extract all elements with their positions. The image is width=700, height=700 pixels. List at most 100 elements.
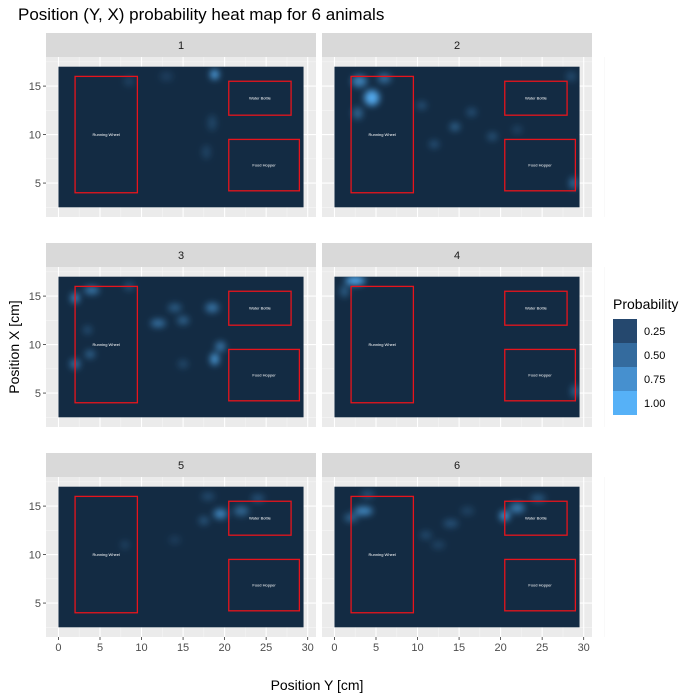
density-hotspot — [202, 145, 211, 159]
density-hotspot — [354, 506, 373, 516]
heat-field — [334, 486, 580, 628]
x-tick-label: 20 — [218, 642, 230, 654]
y-axis-label: Position X [cm] — [6, 300, 22, 393]
region-outline — [504, 558, 577, 612]
density-hotspot — [159, 71, 174, 82]
density-hotspot — [251, 494, 265, 503]
x-tick-label: 30 — [302, 642, 314, 654]
density-hotspot — [443, 519, 459, 528]
x-tick-label: 10 — [411, 642, 423, 654]
facet-panel-2: 2 Running Wheel Water Bottle Food Hopper — [322, 33, 605, 217]
region-outline — [504, 138, 577, 192]
region-label: Running Wheel — [369, 342, 396, 347]
legend-swatch — [613, 343, 637, 367]
density-hotspot — [364, 89, 380, 106]
region-label: Running Wheel — [93, 132, 120, 137]
hotspot-layer — [120, 492, 265, 549]
region-label: Water Bottle — [249, 96, 272, 101]
x-tick-label: 5 — [97, 642, 103, 654]
heat-field — [334, 66, 580, 208]
y-tick-label: 15 — [29, 501, 41, 513]
density-hotspot — [487, 132, 498, 141]
heat-field — [58, 486, 304, 628]
density-hotspot — [83, 326, 92, 334]
x-tick-label: 25 — [260, 642, 272, 654]
region-label: Water Bottle — [525, 96, 548, 101]
x-tick-label: 0 — [331, 642, 337, 654]
legend-entry-label: 0.75 — [644, 374, 665, 386]
facet-panel-4: 4 Running Wheel Water Bottle Food Hopper — [322, 243, 605, 427]
chart-title: Position (Y, X) probability heat map for… — [18, 5, 384, 24]
y-tick-label: 10 — [29, 340, 41, 352]
facet-strip — [46, 33, 316, 57]
density-hotspot — [460, 507, 475, 515]
region-outline — [228, 558, 301, 612]
region-outline — [504, 500, 568, 536]
region-outline — [228, 138, 301, 192]
facet-panel-5: 5 Running Wheel Water Bottle Food Hopper 5 10… — [29, 453, 329, 654]
density-hotspot — [85, 350, 96, 359]
heat-field — [334, 276, 580, 418]
density-hotspot — [340, 285, 349, 298]
y-tick-label: 5 — [35, 178, 41, 190]
density-hotspot — [569, 177, 578, 189]
density-hotspot — [177, 316, 189, 325]
region-label: Running Wheel — [369, 132, 396, 137]
density-hotspot — [431, 541, 445, 549]
region-outline — [74, 285, 139, 404]
density-hotspot — [449, 122, 460, 131]
facet-strip — [46, 243, 316, 267]
density-hotspot — [530, 494, 546, 503]
region-label: Food Hopper — [252, 163, 276, 168]
facet-panels: 1 Running Wheel Water Bottle Food Hopper 5 10… — [29, 33, 605, 654]
density-hotspot — [210, 353, 219, 365]
facet-strip — [322, 243, 592, 267]
facet-strip — [322, 453, 592, 477]
density-hotspot — [178, 360, 189, 368]
density-hotspot — [84, 286, 100, 295]
heat-field — [58, 276, 304, 418]
heat-field — [58, 66, 304, 208]
y-tick-label: 5 — [35, 388, 41, 400]
hotspot-layer — [124, 69, 219, 159]
region-label: Water Bottle — [249, 306, 272, 311]
y-tick-label: 15 — [29, 291, 41, 303]
facet-panel-1: 1 Running Wheel Water Bottle Food Hopper 5 10… — [29, 33, 329, 217]
y-tick-label: 10 — [29, 550, 41, 562]
legend-swatch — [613, 367, 637, 391]
density-hotspot — [198, 516, 209, 525]
density-hotspot — [213, 509, 228, 519]
x-tick-label: 25 — [536, 642, 548, 654]
region-label: Food Hopper — [252, 373, 276, 378]
facet-strip-label: 1 — [178, 40, 184, 52]
region-label: Water Bottle — [525, 306, 548, 311]
region-label: Food Hopper — [528, 583, 552, 588]
region-outline — [504, 80, 568, 116]
legend-swatch — [613, 319, 637, 343]
density-hotspot — [168, 303, 182, 312]
region-label: Food Hopper — [252, 583, 276, 588]
facet-strip — [322, 33, 592, 57]
x-tick-label: 5 — [373, 642, 379, 654]
density-hotspot — [429, 140, 440, 149]
region-outline — [74, 495, 139, 614]
density-hotspot — [201, 492, 215, 501]
legend-title: Probability — [613, 296, 678, 312]
facet-strip — [46, 453, 316, 477]
facet-panel-3: 3 Running Wheel Water Bottle Food Hopper 5 10… — [29, 243, 329, 427]
density-hotspot — [420, 531, 432, 540]
facet-strip-label: 2 — [454, 40, 460, 52]
legend-entry-label: 0.50 — [644, 350, 665, 362]
region-outline — [504, 290, 568, 326]
density-hotspot — [205, 302, 219, 313]
region-outline — [74, 75, 139, 194]
region-outline — [228, 348, 301, 402]
region-outline — [350, 285, 415, 404]
region-label: Running Wheel — [369, 552, 396, 557]
x-tick-label: 30 — [578, 642, 590, 654]
density-hotspot — [120, 541, 130, 549]
region-label: Food Hopper — [528, 373, 552, 378]
hotspot-layer — [344, 490, 546, 549]
region-outline — [350, 75, 415, 194]
